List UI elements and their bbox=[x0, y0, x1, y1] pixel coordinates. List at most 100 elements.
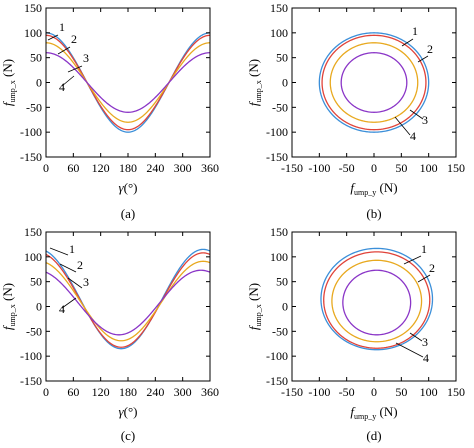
plot-frame bbox=[45, 7, 211, 158]
y-tick-label: 0 bbox=[282, 76, 288, 90]
curve-label: 1 bbox=[69, 242, 75, 256]
curve-label: 4 bbox=[423, 351, 429, 365]
y-axis-label-sub: ump_x bbox=[254, 80, 263, 102]
y-axis-label-main: f bbox=[0, 100, 15, 106]
x-axis-label-sub: ump_y bbox=[354, 188, 376, 197]
y-tick-label: 150 bbox=[270, 225, 288, 239]
y-axis-label-sub: ump_x bbox=[8, 80, 17, 102]
x-tick-label: -50 bbox=[339, 385, 355, 399]
series-1-line bbox=[320, 247, 434, 351]
x-axis-label-main: f bbox=[350, 180, 356, 195]
x-tick-label: 180 bbox=[119, 161, 137, 175]
y-tick-label: -100 bbox=[20, 349, 42, 363]
x-tick-label: 150 bbox=[447, 161, 465, 175]
series-2-line bbox=[46, 252, 210, 348]
series-group bbox=[318, 32, 430, 133]
curve-label: 1 bbox=[412, 24, 418, 38]
series-3-line bbox=[46, 42, 210, 123]
curve-leader-line bbox=[403, 255, 422, 265]
panel-label: (a) bbox=[121, 206, 135, 221]
series-4-line bbox=[342, 269, 412, 336]
x-tick-label: -150 bbox=[281, 161, 303, 175]
curve-leader-line bbox=[61, 75, 75, 87]
x-axis-label-unit: (N) bbox=[376, 404, 397, 419]
y-tick-label: 150 bbox=[24, 225, 42, 239]
y-axis-label: fump_x (N) bbox=[0, 283, 17, 330]
curve-leader-line bbox=[409, 109, 424, 120]
x-axis-label: γ(°) bbox=[119, 180, 138, 195]
plot-frame bbox=[291, 7, 457, 158]
y-axis-label-unit: (N) bbox=[0, 283, 15, 304]
x-tick-label: 0 bbox=[371, 385, 377, 399]
curve-leader-line bbox=[394, 116, 411, 136]
series-1-line bbox=[318, 32, 430, 133]
y-tick-label: -150 bbox=[20, 374, 42, 388]
x-tick-label: 50 bbox=[395, 385, 407, 399]
curve-label: 4 bbox=[410, 129, 416, 143]
x-tick-label: 120 bbox=[92, 385, 110, 399]
chart-d: -150 -100 -50 0 50 100 150 -150 -100 -50 0 50 100 150… bbox=[246, 225, 465, 443]
y-tick-label: -100 bbox=[20, 125, 42, 139]
x-tick-label: -50 bbox=[339, 161, 355, 175]
curve-leader-line bbox=[417, 55, 429, 63]
x-tick-label: 60 bbox=[67, 161, 79, 175]
series-1-line bbox=[46, 248, 210, 350]
panel-label: (b) bbox=[366, 206, 381, 221]
y-tick-label: 0 bbox=[36, 76, 42, 90]
series-3-line bbox=[46, 260, 210, 342]
x-tick-label: 0 bbox=[43, 385, 49, 399]
curve-leader-line bbox=[67, 277, 83, 289]
series-group bbox=[46, 32, 210, 133]
y-tick-label: 0 bbox=[36, 300, 42, 314]
y-axis-label-main: f bbox=[246, 100, 261, 106]
curve-label: 1 bbox=[421, 242, 427, 256]
y-tick-label: -50 bbox=[272, 324, 288, 338]
chart-c: 0 60 120 180 240 300 360-150-100-50050100150γ(… bbox=[0, 225, 219, 443]
curve-label: 3 bbox=[422, 113, 428, 127]
y-axis-label: fump_x (N) bbox=[0, 59, 17, 106]
x-tick-label: 300 bbox=[174, 385, 192, 399]
x-tick-label: 240 bbox=[146, 161, 164, 175]
x-tick-label: 50 bbox=[395, 161, 407, 175]
x-tick-label: 120 bbox=[92, 161, 110, 175]
x-tick-label: 240 bbox=[146, 385, 164, 399]
y-tick-label: 50 bbox=[276, 275, 288, 289]
series-3-line bbox=[329, 42, 419, 123]
curve-label: 2 bbox=[77, 258, 83, 272]
y-axis-label-sub: ump_x bbox=[8, 304, 17, 326]
curve-label: 2 bbox=[429, 261, 435, 275]
x-axis-label: γ(°) bbox=[119, 404, 138, 419]
curve-leader-line bbox=[49, 247, 69, 256]
y-tick-label: 150 bbox=[24, 1, 42, 15]
y-axis-label-unit: (N) bbox=[0, 59, 15, 80]
y-axis-label-unit: (N) bbox=[246, 59, 261, 80]
series-group bbox=[320, 247, 434, 351]
curve-leader-line bbox=[417, 274, 431, 283]
curve-leader-line bbox=[395, 342, 424, 358]
series-4-line bbox=[46, 52, 210, 113]
x-tick-label: 150 bbox=[447, 385, 465, 399]
panel-label: (c) bbox=[121, 428, 135, 443]
curve-leader-line bbox=[401, 38, 414, 47]
y-tick-label: -150 bbox=[266, 150, 288, 164]
curve-label: 3 bbox=[83, 275, 89, 289]
y-axis-label-unit: (N) bbox=[246, 283, 261, 304]
x-tick-label: 360 bbox=[201, 385, 219, 399]
curve-leader-line bbox=[61, 297, 77, 309]
y-tick-label: 100 bbox=[270, 250, 288, 264]
x-tick-label: -150 bbox=[281, 385, 303, 399]
y-axis-label-sub: ump_x bbox=[254, 304, 263, 326]
y-tick-label: 150 bbox=[270, 1, 288, 15]
panel-label: (d) bbox=[366, 428, 381, 443]
x-tick-label: -100 bbox=[308, 385, 330, 399]
curve-leader-line bbox=[47, 34, 59, 41]
series-2-line bbox=[323, 251, 431, 349]
y-tick-label: -150 bbox=[20, 150, 42, 164]
y-tick-label: -50 bbox=[26, 324, 42, 338]
series-2-line bbox=[46, 34, 210, 131]
x-tick-label: 0 bbox=[371, 161, 377, 175]
x-tick-label: 300 bbox=[174, 161, 192, 175]
curve-leader-line bbox=[57, 46, 71, 55]
x-axis-label-unit: (N) bbox=[376, 180, 397, 195]
curve-label: 2 bbox=[71, 32, 77, 46]
